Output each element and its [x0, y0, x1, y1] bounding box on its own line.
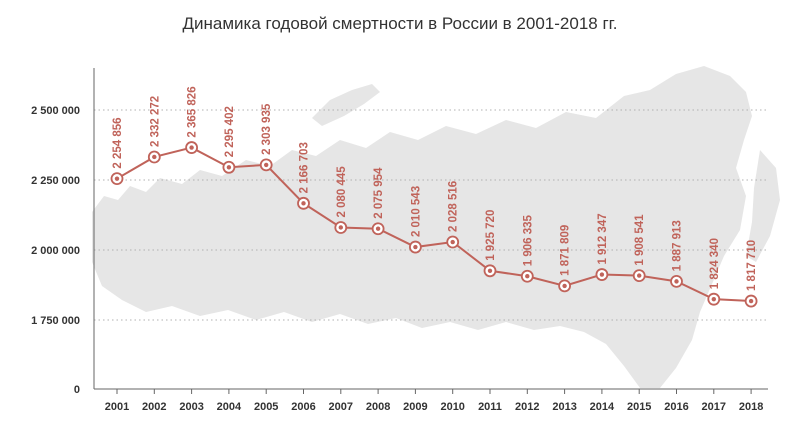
- x-tick-label: 2016: [664, 401, 688, 413]
- data-point-center: [226, 165, 232, 170]
- y-tick-label: 2 000 000: [31, 245, 80, 257]
- data-label: 2 080 445: [336, 166, 348, 218]
- y-tick-label: 1 750 000: [31, 315, 80, 327]
- russia-map-silhouette: [92, 66, 752, 388]
- data-label: 1 817 710: [746, 240, 758, 291]
- data-label: 1 824 340: [709, 238, 721, 289]
- data-label: 2 010 543: [410, 186, 422, 237]
- data-point-center: [114, 176, 120, 181]
- data-label: 2 303 935: [261, 103, 273, 155]
- data-point-center: [375, 226, 381, 231]
- y-tick-label: 2 250 000: [31, 175, 80, 187]
- x-tick-label: 2017: [702, 401, 726, 413]
- data-label: 2 295 402: [224, 106, 236, 157]
- data-point-center: [637, 273, 642, 278]
- data-point-center: [599, 272, 605, 277]
- x-tick-label: 2004: [217, 401, 242, 413]
- y-tick-label: 2 500 000: [31, 105, 80, 117]
- data-label: 1 908 541: [634, 214, 646, 266]
- data-label: 2 028 516: [448, 181, 460, 232]
- data-point-center: [152, 154, 157, 160]
- data-label: 2 254 856: [112, 117, 124, 168]
- kamchatka-peninsula: [746, 150, 780, 262]
- data-label: 2 332 272: [149, 96, 161, 147]
- x-tick-label: 2011: [478, 401, 502, 413]
- x-tick-label: 2001: [105, 401, 129, 413]
- data-label: 2 166 703: [299, 142, 311, 193]
- data-point-center: [525, 274, 530, 279]
- novaya-zemlya-island: [312, 84, 380, 126]
- data-point-center: [711, 296, 716, 302]
- data-point-center: [562, 283, 567, 289]
- data-point-center: [487, 268, 493, 273]
- data-point-center: [301, 201, 306, 206]
- x-tick-label: 2010: [440, 401, 464, 413]
- x-tick-label: 2018: [739, 401, 763, 413]
- x-tick-label: 2012: [515, 401, 539, 413]
- data-label: 1 906 335: [522, 214, 534, 266]
- data-point-center: [413, 244, 418, 250]
- data-label: 1 871 809: [560, 225, 572, 276]
- data-point-center: [264, 162, 269, 168]
- x-tick-label: 2015: [627, 401, 651, 413]
- data-label: 2 075 954: [373, 167, 385, 219]
- x-tick-label: 2006: [291, 401, 315, 413]
- x-tick-label: 2003: [179, 401, 203, 413]
- data-label: 1 925 720: [485, 210, 497, 261]
- x-tick-label: 2009: [403, 401, 427, 413]
- data-label: 1 887 913: [672, 220, 684, 271]
- data-point-center: [748, 298, 754, 304]
- x-tick-label: 2005: [254, 401, 278, 413]
- x-tick-label: 2007: [329, 401, 353, 413]
- chart-title: Динамика годовой смертности в России в 2…: [182, 14, 618, 33]
- data-point-center: [189, 145, 194, 150]
- x-tick-label: 2002: [142, 401, 166, 413]
- y-tick-label: 0: [74, 384, 80, 396]
- data-point-center: [338, 225, 343, 230]
- x-tick-label: 2008: [366, 401, 390, 413]
- x-tick-label: 2013: [552, 401, 576, 413]
- x-tick-label: 2014: [590, 401, 615, 413]
- data-label: 2 365 826: [187, 86, 199, 137]
- data-point-center: [674, 279, 679, 284]
- data-label: 1 912 347: [597, 213, 609, 264]
- data-point-center: [450, 239, 455, 245]
